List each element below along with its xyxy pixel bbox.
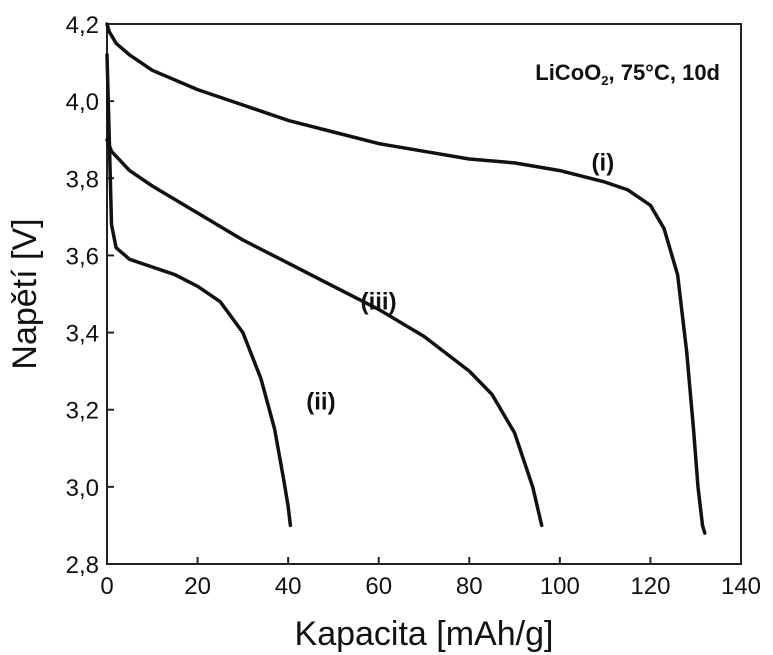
y-tick-label: 3,0 [66,475,99,502]
x-tick-label: 80 [456,573,483,600]
y-tick-label: 3,2 [66,398,99,425]
x-tick-label: 120 [630,573,670,600]
series-layer [105,22,707,535]
x-tick-label: 140 [721,573,761,600]
plot-frame [106,23,742,565]
y-tick-label: 3,6 [66,243,99,270]
series-label: (ii) [306,389,335,416]
annotation: LiCoO2, 75°C, 10d [535,60,720,88]
y-axis-title: Napětí [V] [6,218,44,369]
series-label: (i) [592,150,615,177]
series-line [105,53,293,528]
x-tick-label: 100 [540,573,580,600]
x-axis-ticks: 0 20 40 60 80 100 120 140 [100,557,761,600]
y-tick-label: 2,8 [66,552,99,579]
series-line [105,22,707,535]
series-line [105,137,544,528]
y-tick-label: 4,0 [66,89,99,116]
curve-labels: (i) (ii) (iii) [306,150,614,416]
y-tick-label: 3,8 [66,166,99,193]
y-tick-label: 4,2 [66,12,99,39]
x-tick-label: 60 [365,573,392,600]
series-label: (iii) [361,288,397,315]
y-axis-ticks: 2,8 3,0 3,2 3,4 3,6 3,8 4,0 4,2 [66,12,114,579]
y-tick-label: 3,4 [66,321,99,348]
x-tick-label: 0 [100,573,113,600]
x-axis-title: Kapacita [mAh/g] [295,615,554,653]
x-tick-label: 20 [184,573,211,600]
x-tick-label: 40 [275,573,302,600]
